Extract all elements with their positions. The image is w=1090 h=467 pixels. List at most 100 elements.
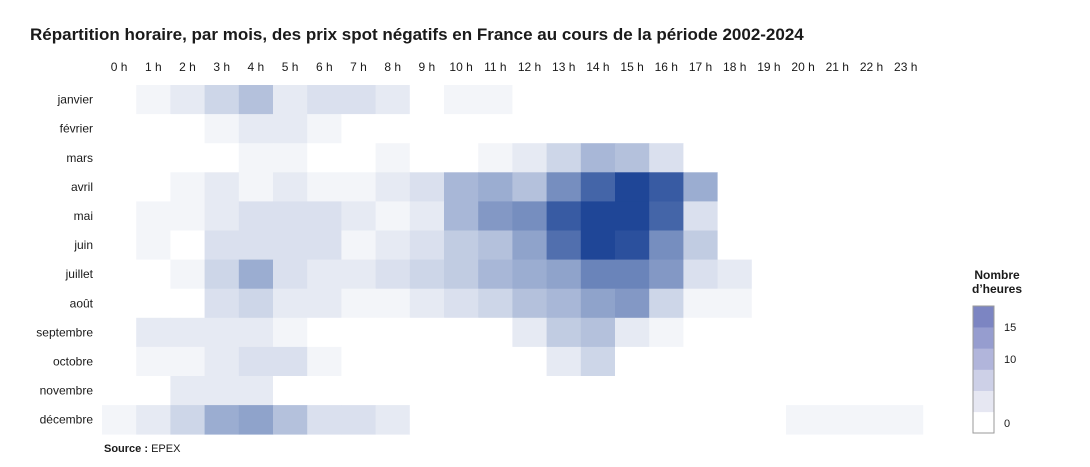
heatmap-cell (546, 201, 582, 231)
month-tick-label: février (60, 122, 93, 136)
heatmap-cell (444, 85, 479, 115)
heatmap-cell (478, 405, 513, 435)
heatmap-cell (136, 143, 171, 173)
heatmap-cell (751, 114, 787, 144)
hour-tick-label: 8 h (384, 60, 401, 74)
heatmap-cell (546, 376, 582, 406)
heatmap-cell (478, 376, 513, 406)
heatmap-cell (409, 346, 445, 377)
heatmap-cell (409, 376, 445, 406)
heatmap-cell (409, 288, 445, 319)
heatmap-cell (888, 143, 924, 173)
heatmap-cell (546, 259, 582, 290)
legend-tick-label: 10 (1004, 354, 1016, 366)
hour-axis: 0 h 1 h 2 h 3 h 4 h 5 h 6 h 7 h 8 h 9 h 10 h 11 h 12… (111, 60, 918, 74)
heatmap-cell (273, 143, 308, 173)
heatmap-cell (512, 114, 547, 144)
heatmap-cell (649, 230, 684, 260)
heatmap-cell (580, 317, 616, 348)
heatmap-cell (854, 259, 889, 290)
heatmap-cell (683, 201, 718, 231)
heatmap-cell (615, 172, 650, 202)
heatmap-cell (444, 376, 479, 406)
legend-frame (972, 305, 995, 434)
heatmap-cell (683, 143, 718, 173)
hour-tick-label: 18 h (723, 60, 746, 74)
heatmap-cell (683, 317, 718, 348)
heatmap-cell (546, 346, 582, 377)
heatmap-cell (341, 85, 376, 115)
heatmap-cell (409, 405, 445, 435)
heatmap-cell (204, 230, 240, 260)
heatmap-cell (136, 259, 171, 290)
legend-swatch (973, 348, 994, 370)
heatmap-cell (786, 172, 821, 202)
heatmap-cell (375, 346, 411, 377)
heatmap-cell (649, 201, 684, 231)
hour-tick-label: 1 h (145, 60, 162, 74)
hour-tick-label: 5 h (282, 60, 299, 74)
legend-swatch (973, 327, 994, 349)
heatmap-cell (717, 346, 753, 377)
heatmap-cell (102, 201, 137, 231)
heatmap-cell (717, 288, 753, 319)
heatmap-cell (478, 114, 513, 144)
heatmap-cell (409, 201, 445, 231)
heatmap-cell (615, 114, 650, 144)
heatmap-cell (649, 288, 684, 319)
heatmap-cell (307, 376, 342, 406)
heatmap-cell (580, 346, 616, 377)
heatmap-cell (136, 346, 171, 377)
heatmap-cell (375, 317, 411, 348)
heatmap-cell (341, 259, 376, 290)
heatmap-cell (444, 317, 479, 348)
heatmap-cell (820, 405, 855, 435)
heatmap-cell (204, 376, 240, 406)
heatmap-cell (786, 346, 821, 377)
heatmap-cell (444, 230, 479, 260)
heatmap-cell (854, 172, 889, 202)
heatmap-cell (170, 201, 205, 231)
heatmap-cell (238, 201, 274, 231)
heatmap-cell (786, 259, 821, 290)
heatmap-cell (751, 230, 787, 260)
heatmap-cell (683, 288, 718, 319)
heatmap-cell (409, 114, 445, 144)
heatmap-cell (854, 201, 889, 231)
heatmap-cell (341, 114, 376, 144)
heatmap-cell (786, 317, 821, 348)
heatmap-cell (751, 172, 787, 202)
heatmap-cell (615, 405, 650, 435)
heatmap-cell (170, 376, 205, 406)
heatmap-cell (512, 376, 547, 406)
heatmap-cell (444, 288, 479, 319)
heatmap-cell (136, 288, 171, 319)
heatmap-cell (238, 346, 274, 377)
heatmap-cell (375, 376, 411, 406)
heatmap-cell (546, 143, 582, 173)
heatmap-cell (888, 114, 924, 144)
heatmap-cell (512, 288, 547, 319)
heatmap-cell (341, 201, 376, 231)
heatmap-cell (854, 230, 889, 260)
legend-swatch (973, 390, 994, 413)
heatmap-cell (546, 172, 582, 202)
heatmap-cell (786, 85, 821, 115)
heatmap-cell (136, 85, 171, 115)
heatmap-cell (580, 143, 616, 173)
heatmap-cell (717, 143, 753, 173)
heatmap-cell (341, 376, 376, 406)
heatmap-cell (238, 172, 274, 202)
heatmap-cell (786, 376, 821, 406)
heatmap-cell (512, 201, 547, 231)
heatmap-cell (136, 405, 171, 435)
heatmap-cell (478, 85, 513, 115)
heatmap-cell (820, 376, 855, 406)
source-note: Source : EPEX (104, 443, 180, 455)
heatmap-cell (273, 230, 308, 260)
heatmap-cell (478, 201, 513, 231)
heatmap-cell (546, 405, 582, 435)
heatmap-cell (615, 85, 650, 115)
heatmap-cell (170, 288, 205, 319)
